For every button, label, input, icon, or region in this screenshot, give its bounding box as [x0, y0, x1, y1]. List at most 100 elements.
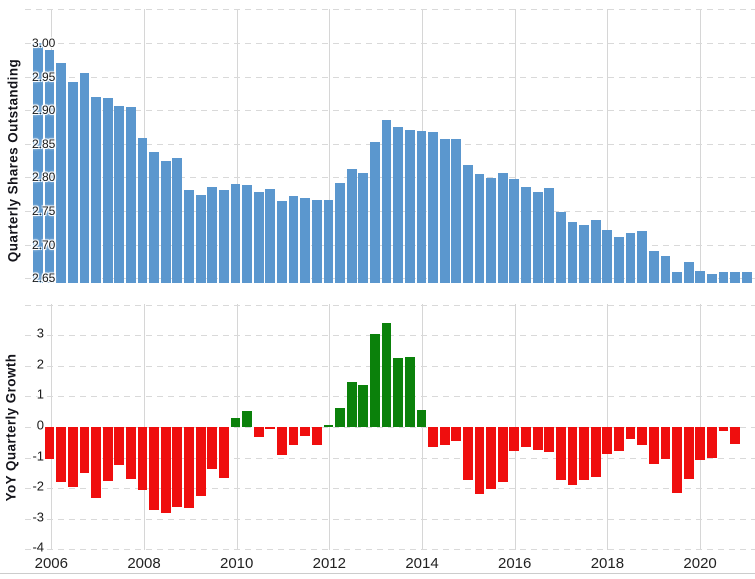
- growth-bar-positive: [242, 411, 253, 427]
- shares-bar: [160, 160, 171, 283]
- shares-bar: [439, 139, 450, 283]
- value-gridline: [25, 518, 755, 520]
- value-gridline: [25, 304, 755, 306]
- shares-bar: [521, 186, 531, 283]
- shares-bar: [300, 198, 311, 283]
- growth-bar-negative: [509, 427, 520, 451]
- shares-bar: [33, 43, 43, 283]
- x-axis-year-label: 2008: [127, 555, 161, 572]
- growth-bar-negative: [44, 427, 55, 459]
- shares-bar: [184, 189, 194, 283]
- shares-bar: [672, 271, 682, 283]
- growth-bar-negative: [521, 427, 531, 448]
- growth-bar-negative: [56, 427, 67, 482]
- growth-bar-negative: [126, 427, 136, 479]
- growth-bar-positive: [416, 409, 427, 427]
- x-axis-year-label: 2010: [220, 555, 254, 572]
- top-y-tick-label: 2.80: [32, 170, 56, 185]
- bottom-y-tick-label: -2: [32, 478, 44, 494]
- growth-bar-negative: [184, 427, 194, 509]
- growth-bar-negative: [683, 427, 694, 479]
- top-y-tick-label: 2.70: [32, 237, 56, 252]
- shares-bar: [462, 164, 473, 283]
- shares-bar: [172, 157, 183, 283]
- growth-bar-positive: [230, 417, 241, 427]
- shares-bar: [137, 138, 148, 283]
- shares-bar: [346, 169, 357, 283]
- value-gridline: [25, 110, 755, 112]
- value-gridline: [25, 76, 755, 78]
- growth-bar-positive: [393, 358, 404, 427]
- shares-bar: [707, 274, 717, 283]
- shares-bar: [253, 192, 264, 283]
- shares-bar: [114, 105, 125, 283]
- shares-bar: [195, 194, 206, 283]
- shares-bar: [218, 190, 229, 283]
- growth-bar-negative: [625, 427, 636, 439]
- growth-bar-positive: [370, 333, 380, 427]
- year-gridline: [607, 9, 609, 283]
- growth-bar-negative: [590, 427, 601, 477]
- top-y-tick-label: 3.00: [32, 36, 56, 50]
- growth-bar-negative: [300, 427, 311, 437]
- shares-bar: [532, 192, 543, 283]
- growth-bar-negative: [544, 427, 555, 452]
- x-axis-line: [0, 573, 755, 574]
- growth-bar-negative: [672, 427, 682, 493]
- growth-bar-negative: [137, 427, 148, 490]
- growth-bar-negative: [462, 427, 473, 480]
- growth-bar-negative: [660, 427, 671, 460]
- shares-bar: [67, 82, 78, 283]
- growth-bar-negative: [730, 427, 741, 445]
- shares-bar: [741, 271, 752, 283]
- x-axis-year-label: 2012: [312, 555, 346, 572]
- year-gridline: [607, 304, 609, 550]
- value-gridline: [25, 43, 755, 44]
- value-gridline: [25, 457, 755, 459]
- growth-bar-negative: [207, 427, 218, 470]
- shares-bar: [393, 127, 404, 283]
- x-axis-year-label: 2016: [498, 555, 532, 572]
- shares-bar: [311, 199, 322, 283]
- growth-bar-negative: [288, 427, 299, 445]
- shares-bar: [637, 231, 648, 283]
- growth-bar-negative: [707, 427, 717, 458]
- shares-bar: [486, 178, 497, 283]
- growth-bar-negative: [218, 427, 229, 479]
- growth-bar-negative: [648, 427, 659, 464]
- shares-bar: [509, 179, 520, 283]
- shares-bar: [614, 237, 624, 283]
- growth-bar-positive: [323, 424, 334, 427]
- x-axis-year-label: 2006: [34, 555, 68, 572]
- x-axis-year-label: 2014: [405, 555, 439, 572]
- shares-bar: [683, 262, 694, 283]
- growth-bar-negative: [695, 427, 706, 460]
- shares-bar: [451, 139, 462, 283]
- shares-bar: [79, 73, 90, 283]
- shares-bar: [497, 173, 508, 283]
- growth-bar-negative: [532, 427, 543, 450]
- bottom-y-tick-label: 1: [36, 386, 44, 402]
- bottom-y-tick-label: -4: [32, 539, 44, 555]
- growth-bar-positive: [335, 408, 345, 427]
- shares-bar: [44, 50, 55, 283]
- growth-bar-negative: [579, 427, 589, 481]
- top-y-tick-label: 2.85: [32, 136, 56, 151]
- shares-bar: [648, 251, 659, 283]
- shares-bar: [277, 200, 287, 283]
- x-axis-year-label: 2020: [683, 555, 717, 572]
- shares-bar: [567, 222, 578, 283]
- shares-bar: [126, 106, 136, 283]
- growth-bar-negative: [172, 427, 183, 508]
- shares-bar: [730, 271, 741, 283]
- shares-bar: [428, 131, 438, 283]
- shares-bar: [579, 225, 589, 283]
- growth-bar-negative: [149, 427, 160, 511]
- year-gridline: [700, 9, 702, 283]
- shares-bar: [695, 270, 706, 283]
- bottom-y-tick-label: -1: [32, 448, 44, 464]
- shares-bar: [590, 220, 601, 283]
- shares-bar: [358, 173, 369, 283]
- top-y-tick-label: 2.65: [32, 271, 56, 286]
- growth-bar-negative: [555, 427, 566, 480]
